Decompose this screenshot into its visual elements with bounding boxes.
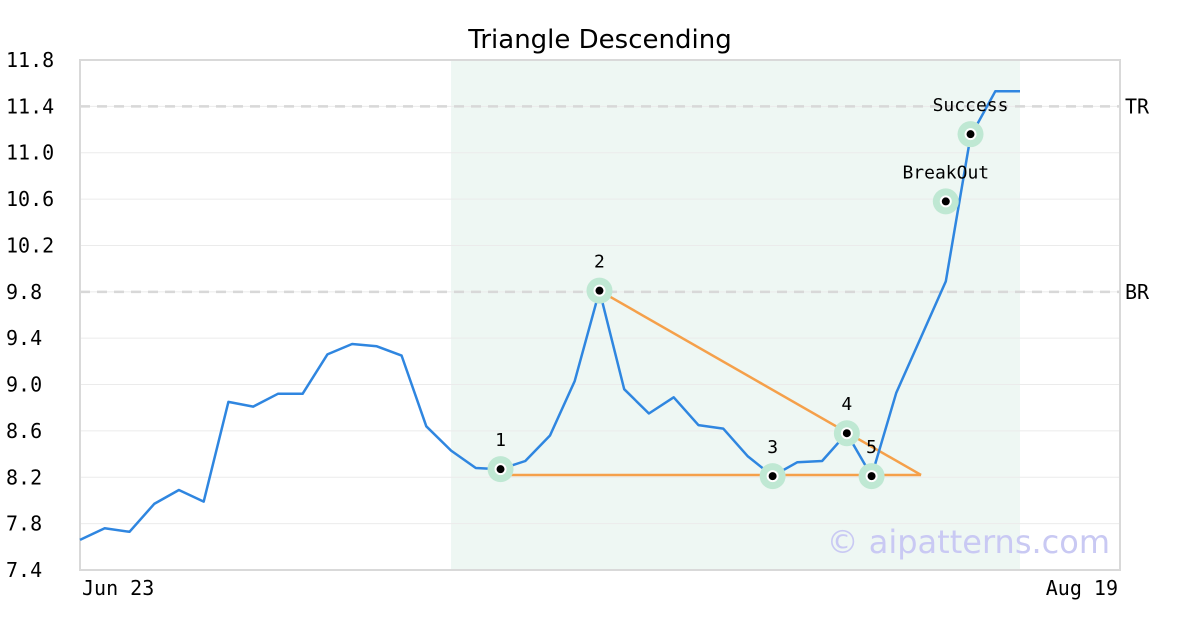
point-breakout: BreakOut xyxy=(902,162,989,215)
point-label: Success xyxy=(933,95,1009,116)
y-axis-ticks: 7.4 7.8 8.2 8.6 9.0 9.4 9.8 10.2 10.6 11.0 11.4 11.… xyxy=(6,48,54,582)
y-tick-label: 9.0 xyxy=(6,373,42,397)
y-tick-label: 8.6 xyxy=(6,419,42,443)
plot-frame xyxy=(79,59,1121,571)
point-marker xyxy=(766,470,779,483)
point-label: 3 xyxy=(767,437,778,458)
point-label: 2 xyxy=(594,252,605,273)
point-marker xyxy=(939,195,952,208)
pattern-points: 1 2 3 4 5 BreakOut Success xyxy=(487,95,1009,490)
point-marker xyxy=(865,470,878,483)
point-marker xyxy=(494,463,507,476)
point-marker xyxy=(840,427,853,440)
point-label: 1 xyxy=(495,430,506,451)
point-label: 4 xyxy=(841,394,852,415)
point-label: 5 xyxy=(866,437,877,458)
x-tick-label: Aug 19 xyxy=(1046,576,1118,600)
y-tick-label: 11.4 xyxy=(6,94,54,118)
level-label-br: BR xyxy=(1125,280,1150,304)
point-success: Success xyxy=(933,95,1009,148)
y-tick-label: 7.4 xyxy=(6,558,42,582)
y-tick-label: 11.0 xyxy=(6,141,54,165)
chart-title: Triangle Descending xyxy=(467,25,731,55)
x-tick-label: Jun 23 xyxy=(82,576,154,600)
price-line xyxy=(79,90,1020,542)
y-tick-label: 7.8 xyxy=(6,512,42,536)
y-tick-label: 9.4 xyxy=(6,326,42,350)
point-marker xyxy=(593,284,606,297)
y-tick-label: 8.2 xyxy=(6,465,42,489)
point-3: 3 xyxy=(759,437,786,490)
triangle-resistance-line xyxy=(598,289,922,477)
y-tick-label: 11.8 xyxy=(6,48,54,72)
point-2: 2 xyxy=(586,252,613,304)
point-1: 1 xyxy=(487,430,514,483)
triangle-pattern xyxy=(500,289,922,477)
y-tick-label: 10.2 xyxy=(6,233,54,257)
y-tick-label: 10.6 xyxy=(6,187,54,211)
point-5: 5 xyxy=(858,437,885,490)
point-marker xyxy=(964,128,977,141)
watermark: © aipatterns.com xyxy=(827,523,1110,561)
y-tick-label: 9.8 xyxy=(6,280,42,304)
x-axis-ticks: Jun 23 Aug 19 xyxy=(82,576,1118,600)
pattern-region xyxy=(451,60,1021,570)
point-label: BreakOut xyxy=(902,162,989,183)
level-label-tr: TR xyxy=(1125,94,1150,118)
point-4: 4 xyxy=(833,394,860,447)
